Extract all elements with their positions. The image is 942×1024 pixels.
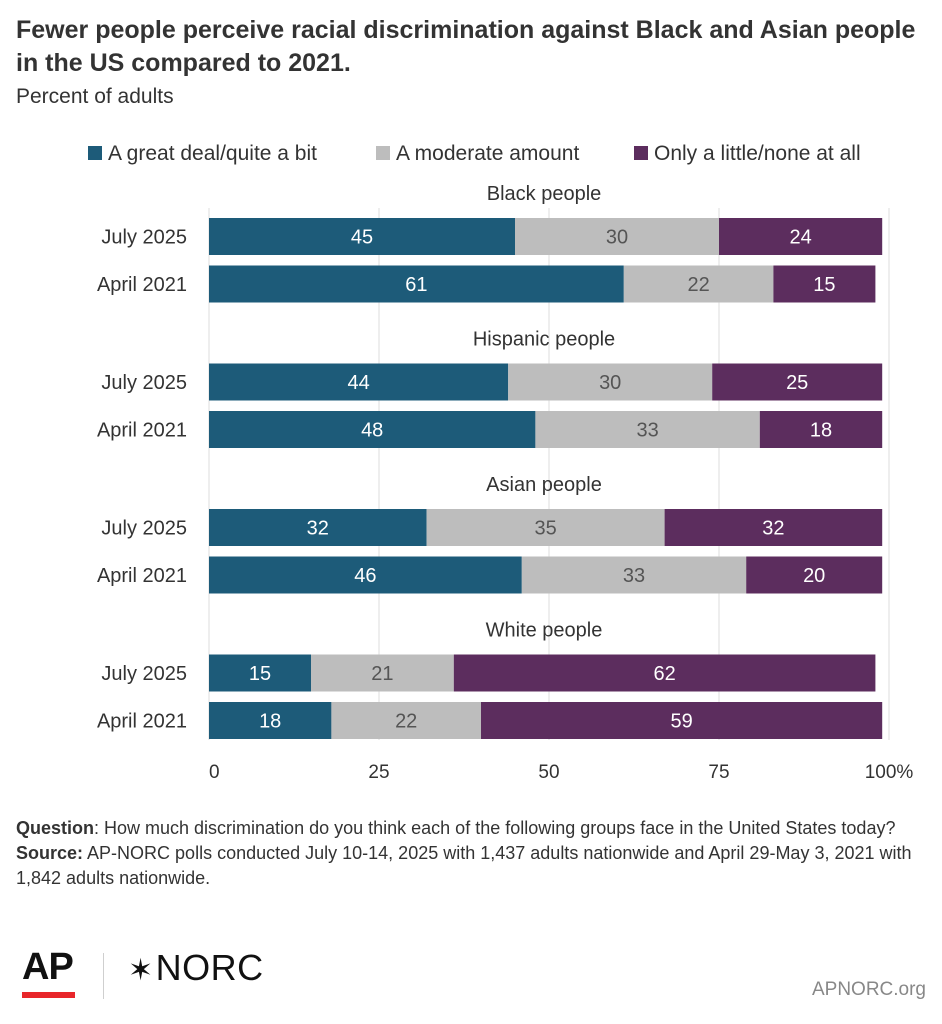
bar-value-label: 15 [813, 274, 835, 296]
group-label: Asian people [486, 474, 602, 496]
bar-segment [746, 556, 883, 594]
group-label: Hispanic people [473, 329, 615, 351]
bar-value-label: 18 [810, 420, 832, 442]
bar-value-label: 20 [803, 565, 825, 587]
bar-value-label: 48 [361, 420, 383, 442]
bar-segment [664, 509, 883, 546]
bar-segment [623, 265, 774, 303]
bar-segment [453, 654, 876, 692]
bar-segment [209, 363, 509, 401]
bar-value-label: 44 [347, 372, 369, 394]
row-label: July 2025 [101, 372, 187, 394]
bar-value-label: 35 [534, 518, 556, 540]
legend-swatch [634, 146, 648, 160]
bar-segment [209, 509, 427, 546]
ap-logo-underline [22, 992, 75, 998]
bar-value-label: 30 [599, 372, 621, 394]
bar-segment [209, 702, 332, 739]
stacked-bar-chart: A great deal/quite a bit A moderate amoun… [88, 142, 914, 783]
chart-title: Fewer people perceive racial discriminat… [16, 16, 916, 77]
row-label: July 2025 [101, 518, 187, 540]
bar-segment [331, 702, 481, 739]
bar-segment [773, 265, 876, 303]
bar-segment [311, 654, 454, 692]
bar-segment [521, 556, 747, 594]
norc-star-icon: ✶ [128, 954, 154, 987]
bar-segment [209, 218, 515, 255]
logo-divider [103, 953, 104, 999]
bar-value-label: 32 [307, 518, 329, 540]
bar-value-label: 62 [653, 663, 675, 685]
x-tick-label: 100% [865, 762, 914, 783]
x-tick-label: 75 [708, 762, 729, 783]
bar-segment [515, 218, 719, 255]
bar-segment [719, 218, 883, 255]
x-tick-label: 0 [209, 762, 220, 783]
legend-label: A great deal/quite a bit [108, 142, 317, 165]
bar-value-label: 15 [249, 663, 271, 685]
source-text: AP-NORC polls conducted July 10-14, 2025… [16, 843, 912, 888]
bar-value-label: 61 [405, 274, 427, 296]
bar-value-label: 45 [351, 227, 373, 249]
bar-value-label: 32 [762, 518, 784, 540]
row-label: April 2021 [97, 420, 187, 442]
question-text: : How much discrimination do you think e… [94, 818, 896, 838]
bar-segment [426, 509, 665, 546]
row-label: April 2021 [97, 711, 187, 733]
row-label: July 2025 [101, 227, 187, 249]
bar-value-label: 30 [606, 227, 628, 249]
group-label: White people [486, 620, 603, 642]
bar-value-label: 22 [395, 711, 417, 733]
norc-logo-text: NORC [155, 947, 264, 988]
group-label: Black people [487, 183, 602, 205]
bar-segment [712, 363, 883, 401]
bar-segment [209, 411, 536, 448]
norc-logo: ✶NORC [128, 948, 264, 991]
legend-label: A moderate amount [396, 142, 579, 165]
bar-value-label: 21 [371, 663, 393, 685]
x-tick-label: 25 [368, 762, 389, 783]
site-link[interactable]: APNORC.org [811, 979, 926, 1000]
bar-segment [508, 363, 713, 401]
question-label: Question [16, 818, 95, 838]
bar-segment [209, 654, 311, 692]
bar-value-label: 25 [786, 372, 808, 394]
bar-value-label: 46 [354, 565, 376, 587]
ap-logo: AP [22, 946, 74, 988]
bar-segment [209, 265, 624, 303]
chart-notes: Question: How much discrimination do you… [16, 816, 916, 891]
bar-segment [481, 702, 883, 739]
bar-value-label: 33 [636, 420, 658, 442]
bar-segment [759, 411, 883, 448]
bar-segment [209, 556, 522, 594]
legend-label: Only a little/none at all [654, 142, 861, 165]
bar-value-label: 18 [259, 711, 281, 733]
chart-subtitle: Percent of adults [16, 85, 174, 108]
row-label: July 2025 [101, 663, 187, 685]
legend-swatch [88, 146, 102, 160]
row-label: April 2021 [97, 274, 187, 296]
x-tick-label: 50 [538, 762, 559, 783]
bar-segment [535, 411, 760, 448]
bar-value-label: 24 [789, 227, 811, 249]
source-label: Source: [16, 843, 84, 863]
row-label: April 2021 [97, 565, 187, 587]
bar-value-label: 22 [687, 274, 709, 296]
bar-value-label: 59 [670, 711, 692, 733]
legend-swatch [376, 146, 390, 160]
bar-value-label: 33 [623, 565, 645, 587]
